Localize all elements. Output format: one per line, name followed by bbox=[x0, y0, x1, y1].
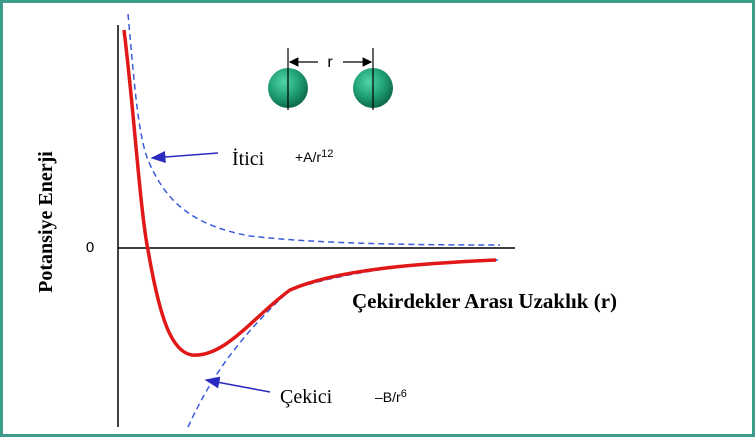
zero-label: 0 bbox=[86, 239, 94, 256]
x-axis-label: Çekirdekler Arası Uzaklık (r) bbox=[352, 289, 617, 313]
y-axis-label: Potansiye Enerji bbox=[35, 151, 57, 293]
formula-exponent: 12 bbox=[321, 148, 333, 160]
page: Potansiye Enerji 0 Çekirdekler Arası Uza… bbox=[0, 0, 755, 437]
formula-base: +A/r bbox=[295, 149, 321, 165]
diagram: Potansiye Enerji 0 Çekirdekler Arası Uza… bbox=[0, 0, 755, 437]
repulsive-label: İtici bbox=[232, 147, 265, 170]
formula-base: –B/r bbox=[375, 389, 401, 405]
distance-label: r bbox=[327, 54, 333, 71]
frame bbox=[2, 2, 754, 436]
attractive-label: Çekici bbox=[280, 386, 333, 408]
formula-exponent: 6 bbox=[401, 388, 407, 400]
